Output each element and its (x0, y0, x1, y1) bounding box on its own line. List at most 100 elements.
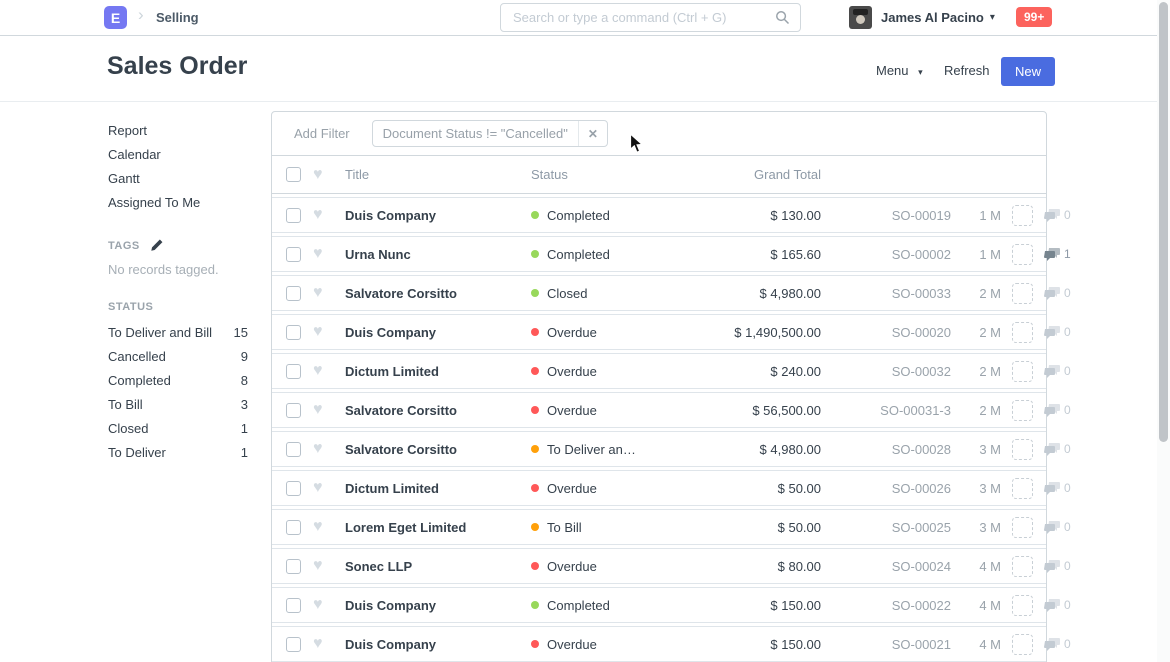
row-id[interactable]: SO-00032 (891, 363, 951, 379)
table-row[interactable]: ♥ Dictum Limited Overdue $ 50.00 SO-0002… (272, 470, 1071, 506)
table-row[interactable]: ♥ Dictum Limited Overdue $ 240.00 SO-000… (272, 353, 1071, 389)
heart-icon[interactable]: ♥ (313, 596, 323, 613)
row-id[interactable]: SO-00031-3 (880, 402, 951, 418)
like-filter-icon[interactable]: ♥ (313, 165, 323, 183)
heart-icon[interactable]: ♥ (313, 635, 323, 652)
filter-chip-label[interactable]: Document Status != "Cancelled" (382, 126, 568, 141)
heart-icon[interactable]: ♥ (313, 284, 323, 301)
row-id[interactable]: SO-00028 (891, 441, 951, 457)
assign-placeholder[interactable] (1012, 360, 1033, 382)
table-row[interactable]: ♥ Salvatore Corsitto To Deliver an… $ 4,… (272, 431, 1071, 467)
row-checkbox[interactable] (286, 597, 301, 613)
status-filter-item[interactable]: To Bill 3 (108, 393, 248, 417)
row-title[interactable]: Duis Company (345, 636, 437, 652)
comment-button[interactable]: 0 (1044, 637, 1071, 651)
scrollbar-thumb[interactable] (1159, 2, 1168, 442)
row-id[interactable]: SO-00002 (891, 246, 951, 262)
user-menu[interactable]: James Al Pacino ▾ (849, 6, 995, 29)
refresh-button[interactable]: Refresh (944, 63, 990, 78)
table-row[interactable]: ♥ Duis Company Overdue $ 150.00 SO-00021… (272, 626, 1071, 662)
row-id[interactable]: SO-00021 (891, 636, 951, 652)
breadcrumb[interactable]: Selling (156, 10, 199, 25)
app-logo[interactable]: E (104, 6, 127, 29)
new-button[interactable]: New (1001, 57, 1056, 86)
comment-button[interactable]: 0 (1044, 364, 1071, 378)
status-filter-item[interactable]: Closed 1 (108, 417, 248, 441)
heart-icon[interactable]: ♥ (313, 206, 323, 223)
heart-icon[interactable]: ♥ (313, 401, 323, 418)
row-title[interactable]: Salvatore Corsitto (345, 402, 457, 418)
row-checkbox[interactable] (286, 246, 301, 262)
heart-icon[interactable]: ♥ (313, 245, 323, 262)
row-title[interactable]: Urna Nunc (345, 246, 411, 262)
heart-icon[interactable]: ♥ (313, 323, 323, 340)
assign-placeholder[interactable] (1012, 243, 1033, 265)
row-checkbox[interactable] (286, 636, 301, 652)
table-row[interactable]: ♥ Lorem Eget Limited To Bill $ 50.00 SO-… (272, 509, 1071, 545)
row-title[interactable]: Duis Company (345, 597, 437, 613)
sidebar-item[interactable]: Report (108, 123, 148, 138)
table-row[interactable]: ♥ Sonec LLP Overdue $ 80.00 SO-00024 4 M (272, 548, 1071, 584)
heart-icon[interactable]: ♥ (313, 479, 323, 496)
row-id[interactable]: SO-00019 (891, 207, 951, 223)
comment-button[interactable]: 0 (1044, 208, 1071, 222)
assign-placeholder[interactable] (1012, 438, 1033, 460)
heart-icon[interactable]: ♥ (313, 518, 323, 535)
menu-button[interactable]: Menu ▾ (876, 63, 923, 78)
comment-button[interactable]: 0 (1044, 403, 1071, 417)
edit-tags-icon[interactable] (150, 239, 163, 252)
select-all-checkbox[interactable] (286, 167, 301, 182)
row-id[interactable]: SO-00026 (891, 480, 951, 496)
row-checkbox[interactable] (286, 480, 301, 496)
remove-filter-icon[interactable]: ✕ (577, 121, 607, 146)
row-title[interactable]: Lorem Eget Limited (345, 519, 467, 535)
row-checkbox[interactable] (286, 402, 301, 418)
assign-placeholder[interactable] (1012, 516, 1033, 538)
heart-icon[interactable]: ♥ (313, 362, 323, 379)
assign-placeholder[interactable] (1012, 282, 1033, 304)
row-id[interactable]: SO-00033 (891, 285, 951, 301)
assign-placeholder[interactable] (1012, 321, 1033, 343)
sidebar-item[interactable]: Calendar (108, 147, 161, 162)
assign-placeholder[interactable] (1012, 633, 1033, 655)
assign-placeholder[interactable] (1012, 399, 1033, 421)
row-id[interactable]: SO-00020 (891, 324, 951, 340)
row-checkbox[interactable] (286, 441, 301, 457)
assign-placeholder[interactable] (1012, 555, 1033, 577)
status-filter-item[interactable]: To Deliver 1 (108, 441, 248, 465)
row-title[interactable]: Salvatore Corsitto (345, 285, 457, 301)
row-id[interactable]: SO-00025 (891, 519, 951, 535)
table-row[interactable]: ♥ Duis Company Completed $ 150.00 SO-000… (272, 587, 1071, 623)
table-row[interactable]: ♥ Urna Nunc Completed $ 165.60 SO-00002 … (272, 236, 1071, 272)
heart-icon[interactable]: ♥ (313, 440, 323, 457)
table-row[interactable]: ♥ Salvatore Corsitto Closed $ 4,980.00 S… (272, 275, 1071, 311)
row-checkbox[interactable] (286, 519, 301, 535)
row-checkbox[interactable] (286, 324, 301, 340)
notification-badge[interactable]: 99+ (1016, 7, 1053, 27)
row-title[interactable]: Duis Company (345, 324, 437, 340)
comment-button[interactable]: 1 (1044, 247, 1071, 261)
assign-placeholder[interactable] (1012, 477, 1033, 499)
assign-placeholder[interactable] (1012, 204, 1033, 226)
row-title[interactable]: Duis Company (345, 207, 437, 223)
assign-placeholder[interactable] (1012, 594, 1033, 616)
status-filter-item[interactable]: Completed 8 (108, 369, 248, 393)
add-filter-button[interactable]: Add Filter (294, 126, 350, 141)
comment-button[interactable]: 0 (1044, 481, 1071, 495)
row-checkbox[interactable] (286, 285, 301, 301)
comment-button[interactable]: 0 (1044, 559, 1071, 573)
row-id[interactable]: SO-00022 (891, 597, 951, 613)
comment-button[interactable]: 0 (1044, 520, 1071, 534)
table-row[interactable]: ♥ Salvatore Corsitto Overdue $ 56,500.00… (272, 392, 1071, 428)
row-title[interactable]: Sonec LLP (345, 558, 413, 574)
row-checkbox[interactable] (286, 363, 301, 379)
table-row[interactable]: ♥ Duis Company Overdue $ 1,490,500.00 SO… (272, 314, 1071, 350)
status-filter-item[interactable]: Cancelled 9 (108, 345, 248, 369)
comment-button[interactable]: 0 (1044, 598, 1071, 612)
comment-button[interactable]: 0 (1044, 286, 1071, 300)
sidebar-item[interactable]: Assigned To Me (108, 195, 201, 210)
status-filter-item[interactable]: To Deliver and Bill 15 (108, 321, 248, 345)
heart-icon[interactable]: ♥ (313, 557, 323, 574)
comment-button[interactable]: 0 (1044, 442, 1071, 456)
row-checkbox[interactable] (286, 207, 301, 223)
